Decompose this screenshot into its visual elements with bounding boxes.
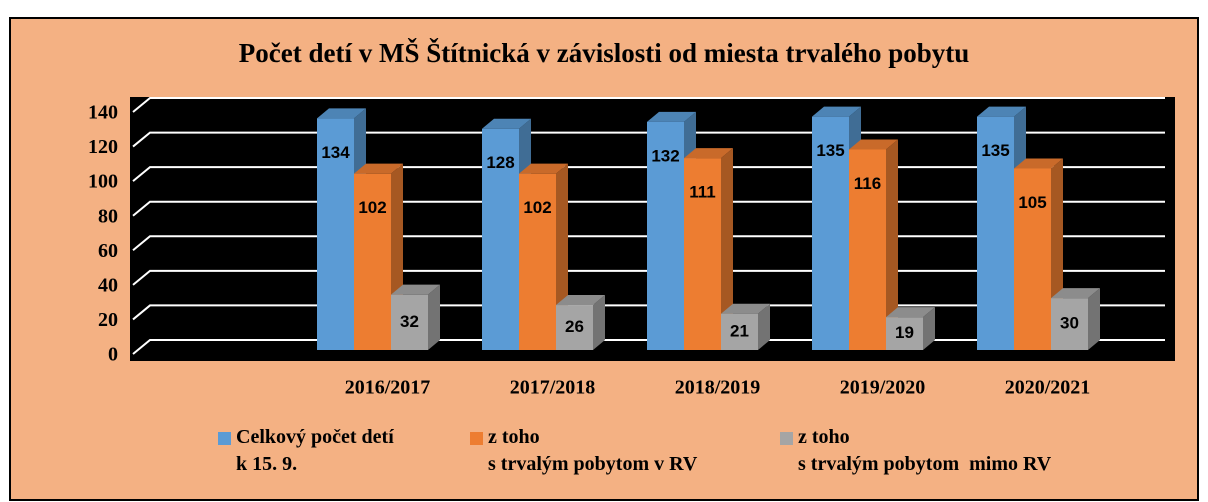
y-tick-label: 0 — [108, 344, 118, 366]
bar-side — [593, 295, 605, 350]
legend-label: z toho s trvalým pobytom v RV — [488, 426, 698, 475]
bar-top — [482, 118, 531, 129]
data-label: 134 — [321, 143, 350, 162]
bar — [647, 121, 684, 350]
x-tick-label: 2017/2018 — [510, 377, 596, 399]
bar — [684, 158, 721, 350]
bar-side — [886, 139, 898, 350]
data-label: 128 — [486, 153, 514, 172]
bar-top — [519, 163, 568, 174]
x-tick-label: 2018/2019 — [675, 377, 761, 399]
y-tick-label: 40 — [98, 274, 118, 296]
data-label: 135 — [816, 141, 844, 160]
y-tick-label: 120 — [88, 136, 118, 158]
bar — [391, 294, 428, 350]
data-label: 19 — [895, 323, 914, 342]
bar-top — [849, 139, 898, 150]
bar — [1051, 298, 1088, 350]
bar — [886, 317, 923, 350]
bar — [519, 173, 556, 350]
data-label: 116 — [854, 174, 881, 193]
bar-top — [684, 148, 733, 159]
data-label: 32 — [400, 312, 419, 331]
bar-top — [317, 108, 366, 119]
data-label: 135 — [981, 141, 1009, 160]
bar-top — [977, 106, 1026, 117]
chart-title: Počet detí v MŠ Štítnická v závislosti o… — [239, 38, 969, 68]
bar-top — [391, 284, 440, 295]
y-tick-label: 60 — [98, 240, 118, 262]
bar-top — [1051, 288, 1100, 299]
data-label: 105 — [1018, 193, 1046, 212]
legend-swatch — [218, 432, 231, 445]
x-tick-label: 2016/2017 — [345, 377, 431, 399]
bar-side — [758, 303, 770, 350]
bar-top — [812, 106, 861, 117]
legend-label: z toho s trvalým pobytom mimo RV — [798, 426, 1052, 475]
x-tick-label: 2019/2020 — [840, 377, 926, 399]
bar — [354, 173, 391, 350]
bar — [1014, 168, 1051, 350]
y-tick-label: 80 — [98, 205, 118, 227]
bar — [556, 305, 593, 350]
data-label: 30 — [1060, 314, 1079, 333]
bar-side — [923, 307, 935, 350]
data-label: 21 — [730, 321, 749, 340]
bar-top — [886, 307, 935, 318]
data-label: 102 — [358, 198, 386, 217]
x-tick-label: 2020/2021 — [1005, 377, 1091, 399]
legend-label: Celkový počet detí k 15. 9. — [236, 426, 394, 475]
y-tick-label: 100 — [88, 171, 118, 193]
bar-top — [1014, 158, 1063, 169]
bar — [721, 313, 758, 350]
data-label: 111 — [689, 183, 716, 202]
bar-side — [721, 148, 733, 350]
bar-side — [1088, 288, 1100, 350]
bar — [317, 118, 354, 350]
y-tick-label: 20 — [98, 309, 118, 331]
bar — [812, 116, 849, 351]
bar-top — [556, 295, 605, 306]
grid-line — [132, 97, 1165, 113]
bar — [977, 116, 1014, 351]
bar-top — [354, 163, 403, 174]
bar — [849, 149, 886, 350]
bar-side — [428, 284, 440, 350]
legend-swatch — [780, 432, 793, 445]
bar — [482, 128, 519, 350]
legend-swatch — [470, 432, 483, 445]
data-label: 102 — [523, 198, 551, 217]
data-label: 132 — [651, 146, 679, 165]
bar-top — [721, 303, 770, 314]
y-tick-label: 140 — [88, 102, 118, 124]
bar-top — [647, 111, 696, 122]
data-label: 26 — [565, 317, 584, 336]
